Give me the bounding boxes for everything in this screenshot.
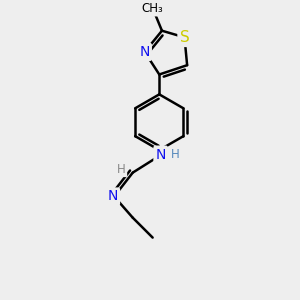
Text: N: N [108, 190, 118, 203]
Text: CH₃: CH₃ [142, 2, 164, 15]
Text: N: N [140, 45, 150, 59]
Text: N: N [155, 148, 166, 162]
Text: H: H [171, 148, 180, 161]
Text: H: H [117, 163, 126, 176]
Text: S: S [180, 30, 189, 45]
